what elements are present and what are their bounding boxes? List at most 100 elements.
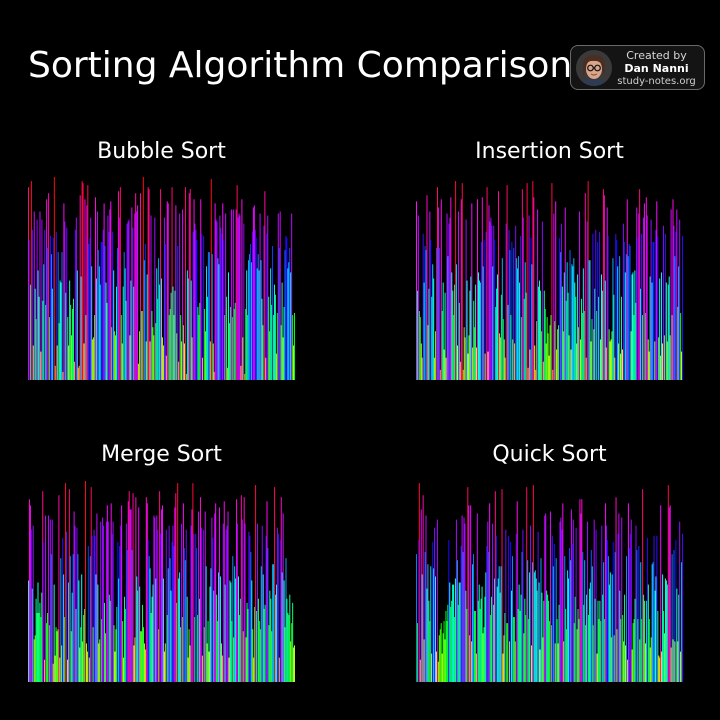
bar	[253, 205, 255, 380]
bar	[529, 349, 531, 380]
bar	[102, 517, 104, 682]
bar	[469, 290, 471, 380]
bar	[556, 619, 558, 682]
bar	[552, 566, 554, 682]
bar	[188, 193, 190, 380]
bar	[622, 615, 624, 682]
bar	[258, 270, 260, 380]
bar	[538, 286, 540, 380]
bar	[174, 290, 176, 380]
bar	[227, 367, 229, 380]
bar	[571, 543, 573, 682]
bar	[67, 582, 69, 682]
bar	[193, 533, 195, 682]
bar	[664, 633, 665, 682]
bar	[156, 515, 158, 682]
bar	[511, 590, 513, 682]
bar	[416, 554, 417, 682]
bar	[200, 527, 202, 682]
bar	[508, 535, 510, 682]
bar	[560, 223, 562, 380]
bar	[560, 517, 562, 682]
bar	[224, 584, 226, 682]
credit-label: Created by	[626, 49, 687, 62]
bar	[425, 250, 427, 380]
bar	[64, 221, 66, 380]
bar	[97, 584, 99, 682]
bar	[576, 629, 578, 682]
chart-title: Bubble Sort	[97, 139, 226, 164]
bar	[459, 582, 461, 682]
bar	[524, 598, 526, 682]
bar	[229, 580, 231, 682]
creator-badge: Created by Dan Nanni study-notes.org	[570, 45, 705, 90]
bar	[39, 602, 41, 682]
bar	[221, 655, 223, 682]
bar	[112, 231, 114, 380]
bar	[226, 296, 228, 380]
bar	[259, 629, 261, 682]
bar	[450, 606, 452, 682]
bar	[517, 268, 519, 380]
bar	[483, 239, 485, 380]
bar	[473, 554, 475, 682]
bar	[523, 633, 525, 682]
bar	[242, 337, 244, 380]
bar	[545, 343, 547, 380]
bar	[139, 193, 141, 380]
bar	[123, 596, 125, 682]
bar	[466, 608, 468, 682]
bar	[500, 294, 502, 380]
bar	[96, 513, 98, 682]
bar	[164, 643, 166, 682]
bar	[470, 505, 472, 682]
bar	[642, 315, 643, 380]
bar	[66, 531, 68, 682]
bar	[32, 525, 34, 682]
bar	[188, 629, 190, 682]
bar	[100, 521, 102, 682]
bar	[602, 189, 604, 380]
bar	[59, 657, 61, 682]
bar	[73, 361, 75, 380]
bar	[94, 197, 96, 380]
bar	[217, 258, 219, 380]
bar	[479, 608, 481, 682]
bar	[615, 497, 617, 682]
bar	[475, 653, 477, 682]
bar	[554, 643, 556, 682]
bar	[433, 568, 435, 682]
bar	[635, 525, 637, 682]
bar	[230, 209, 232, 380]
bar	[642, 217, 644, 380]
bar	[498, 191, 500, 380]
bar	[459, 361, 461, 380]
bar	[207, 621, 209, 682]
bar	[210, 179, 212, 380]
bar	[606, 207, 608, 380]
bar	[539, 290, 541, 380]
bar	[634, 270, 636, 380]
bar	[45, 515, 47, 682]
bar	[62, 537, 64, 682]
bar	[37, 270, 39, 380]
bar	[286, 598, 288, 682]
bar	[44, 229, 46, 380]
bar	[110, 201, 112, 380]
bar	[55, 231, 57, 380]
bar	[231, 317, 233, 380]
bar	[98, 266, 100, 380]
bar	[67, 317, 69, 380]
bar	[91, 266, 93, 380]
bar	[521, 552, 523, 682]
bar	[626, 659, 628, 682]
bar	[662, 343, 664, 380]
bar	[475, 284, 477, 380]
bar	[465, 590, 467, 682]
bar	[178, 578, 180, 682]
bar	[38, 612, 40, 682]
bar	[218, 572, 220, 682]
bar	[621, 349, 623, 380]
bar	[241, 519, 243, 682]
bar	[283, 306, 285, 380]
